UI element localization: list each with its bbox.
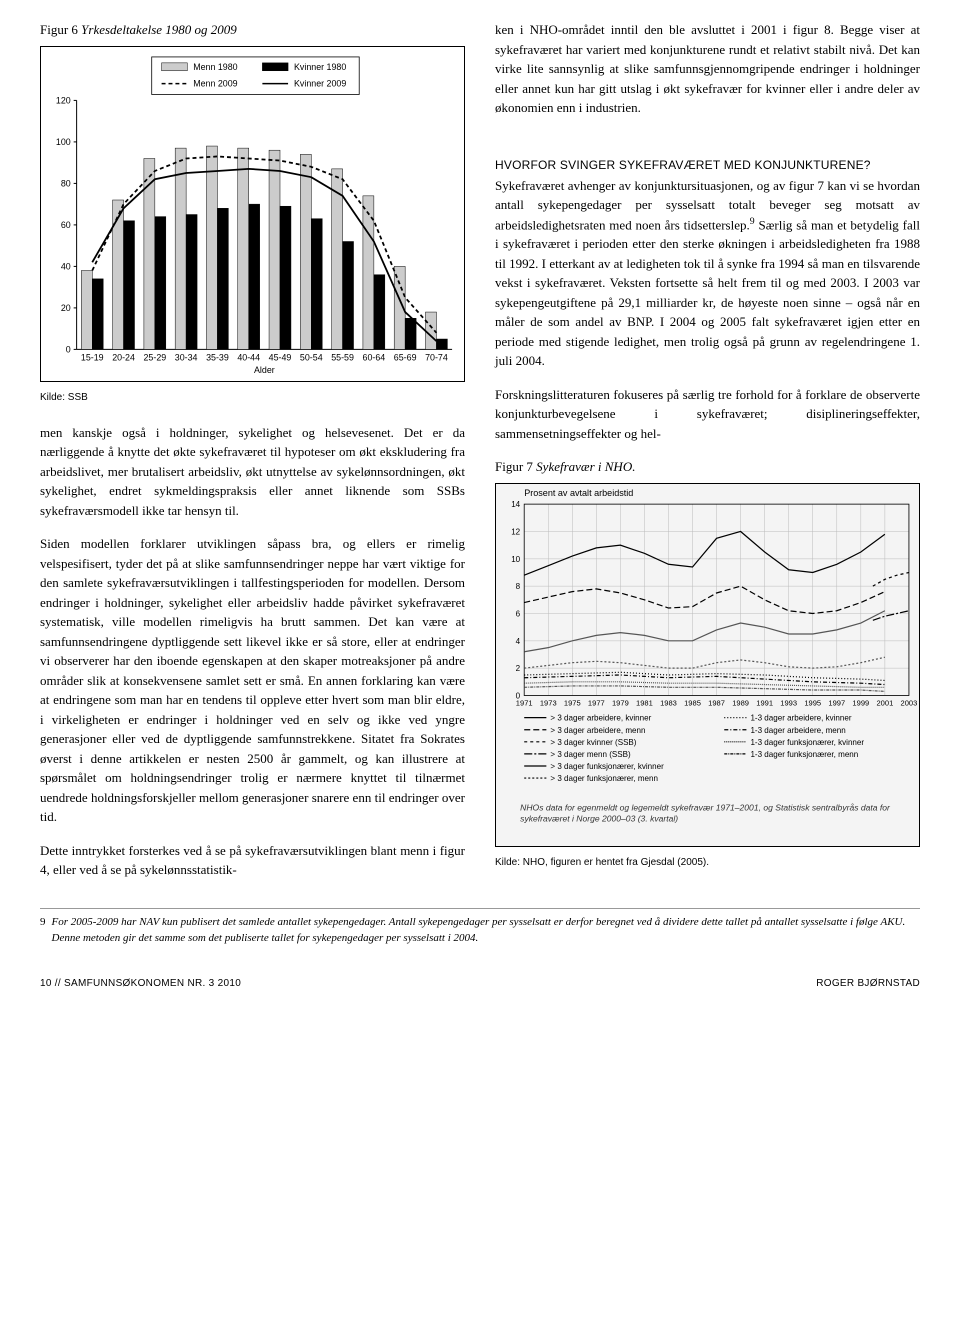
svg-text:Alder: Alder xyxy=(254,365,275,375)
svg-text:1995: 1995 xyxy=(804,698,821,707)
body-paragraph: Forskningslitteraturen fokuseres på særl… xyxy=(495,385,920,444)
figure7-name: Sykefravær i NHO. xyxy=(536,459,635,474)
svg-text:25-29: 25-29 xyxy=(143,352,166,362)
svg-text:120: 120 xyxy=(56,95,71,105)
svg-text:1981: 1981 xyxy=(636,698,653,707)
svg-text:> 3 dager funksjonærer, menn: > 3 dager funksjonærer, menn xyxy=(550,774,658,783)
svg-text:1975: 1975 xyxy=(564,698,581,707)
figure6-num: Figur 6 xyxy=(40,22,78,37)
svg-text:1971: 1971 xyxy=(516,698,533,707)
footer-left: 10 // SAMFUNNSØKONOMEN NR. 3 2010 xyxy=(40,976,241,991)
svg-text:60: 60 xyxy=(61,219,71,229)
figure7-source: Kilde: NHO, figuren er hentet fra Gjesda… xyxy=(495,855,920,870)
body-paragraph: Siden modellen forklarer utviklingen såp… xyxy=(40,534,465,827)
svg-text:1983: 1983 xyxy=(660,698,677,707)
svg-text:45-49: 45-49 xyxy=(269,352,292,362)
svg-text:50-54: 50-54 xyxy=(300,352,323,362)
svg-text:35-39: 35-39 xyxy=(206,352,229,362)
svg-text:> 3 dager funksjonærer, kvinne: > 3 dager funksjonærer, kvinner xyxy=(550,762,664,771)
figure6-chart: Menn 1980 Kvinner 1980 Menn 2009 Kvinner 20… xyxy=(40,46,465,382)
footnote-rule xyxy=(40,908,920,909)
svg-text:70-74: 70-74 xyxy=(425,352,448,362)
svg-text:14: 14 xyxy=(511,500,520,509)
footer-right: ROGER BJØRNSTAD xyxy=(816,976,920,991)
svg-text:Menn 1980: Menn 1980 xyxy=(193,61,237,71)
svg-text:20-24: 20-24 xyxy=(112,352,135,362)
svg-text:1987: 1987 xyxy=(708,698,725,707)
svg-text:2001: 2001 xyxy=(876,698,893,707)
figure7-num: Figur 7 xyxy=(495,459,533,474)
figure6-name: Yrkesdeltakelse 1980 og 2009 xyxy=(81,22,237,37)
svg-text:> 3 dager kvinner (SSB): > 3 dager kvinner (SSB) xyxy=(550,738,636,747)
body-text: Særlig så man et betydelig fall i sykefr… xyxy=(495,217,920,369)
svg-text:2: 2 xyxy=(516,664,521,673)
svg-text:1-3 dager funksjonærer, menn: 1-3 dager funksjonærer, menn xyxy=(750,750,858,759)
svg-text:40: 40 xyxy=(61,261,71,271)
svg-text:Kvinner 2009: Kvinner 2009 xyxy=(294,78,346,88)
svg-text:12: 12 xyxy=(511,527,520,536)
footnote-text: For 2005-2009 har NAV kun publisert det … xyxy=(52,915,921,946)
svg-text:Kvinner 1980: Kvinner 1980 xyxy=(294,61,346,71)
svg-text:1991: 1991 xyxy=(756,698,773,707)
svg-text:60-64: 60-64 xyxy=(363,352,386,362)
footnote: 9 For 2005-2009 har NAV kun publisert de… xyxy=(40,915,920,946)
svg-text:1-3 dager arbeidere, kvinner: 1-3 dager arbeidere, kvinner xyxy=(750,714,851,723)
figure6-source: Kilde: SSB xyxy=(40,390,465,405)
svg-text:6: 6 xyxy=(516,609,521,618)
svg-text:8: 8 xyxy=(516,582,521,591)
figure6-title: Figur 6 Yrkesdeltakelse 1980 og 2009 xyxy=(40,20,465,40)
body-paragraph: ken i NHO-området inntil den ble avslutt… xyxy=(495,20,920,118)
svg-text:1-3 dager arbeidere, menn: 1-3 dager arbeidere, menn xyxy=(750,726,845,735)
svg-text:30-34: 30-34 xyxy=(175,352,198,362)
svg-text:20: 20 xyxy=(61,302,71,312)
svg-text:1989: 1989 xyxy=(732,698,749,707)
page-footer: 10 // SAMFUNNSØKONOMEN NR. 3 2010 ROGER … xyxy=(40,976,920,991)
svg-text:1999: 1999 xyxy=(852,698,869,707)
svg-text:65-69: 65-69 xyxy=(394,352,417,362)
svg-text:Prosent av avtalt arbeidstid: Prosent av avtalt arbeidstid xyxy=(524,488,633,498)
svg-text:1997: 1997 xyxy=(828,698,845,707)
svg-text:> 3 dager menn (SSB): > 3 dager menn (SSB) xyxy=(550,750,631,759)
body-paragraph: Dette inntrykket forsterkes ved å se på … xyxy=(40,841,465,880)
svg-text:> 3 dager arbeidere, kvinner: > 3 dager arbeidere, kvinner xyxy=(550,714,651,723)
svg-text:0: 0 xyxy=(66,344,71,354)
svg-text:1993: 1993 xyxy=(780,698,797,707)
svg-text:2003: 2003 xyxy=(901,698,918,707)
svg-text:1977: 1977 xyxy=(588,698,605,707)
svg-text:80: 80 xyxy=(61,178,71,188)
figure7-title: Figur 7 Sykefravær i NHO. xyxy=(495,457,920,477)
body-paragraph: men kanskje også i holdninger, sykelighe… xyxy=(40,423,465,521)
svg-text:Menn 2009: Menn 2009 xyxy=(193,78,237,88)
body-paragraph: Sykefraværet avhenger av konjunktursitua… xyxy=(495,176,920,371)
svg-text:1979: 1979 xyxy=(612,698,629,707)
svg-text:15-19: 15-19 xyxy=(81,352,104,362)
svg-text:100: 100 xyxy=(56,136,71,146)
section-heading: HVORFOR SVINGER SYKEFRAVÆRET MED KONJUNK… xyxy=(495,156,920,174)
figure7-chart: Prosent av avtalt arbeidstid024681012141… xyxy=(495,483,920,848)
svg-text:1973: 1973 xyxy=(540,698,557,707)
svg-text:> 3 dager arbeidere, menn: > 3 dager arbeidere, menn xyxy=(550,726,645,735)
svg-text:1985: 1985 xyxy=(684,698,701,707)
svg-text:4: 4 xyxy=(516,637,521,646)
svg-text:40-44: 40-44 xyxy=(237,352,260,362)
svg-text:1-3 dager funksjonærer, kvinne: 1-3 dager funksjonærer, kvinner xyxy=(750,738,864,747)
svg-text:10: 10 xyxy=(511,555,520,564)
footnote-marker: 9 xyxy=(40,915,46,946)
svg-text:55-59: 55-59 xyxy=(331,352,354,362)
